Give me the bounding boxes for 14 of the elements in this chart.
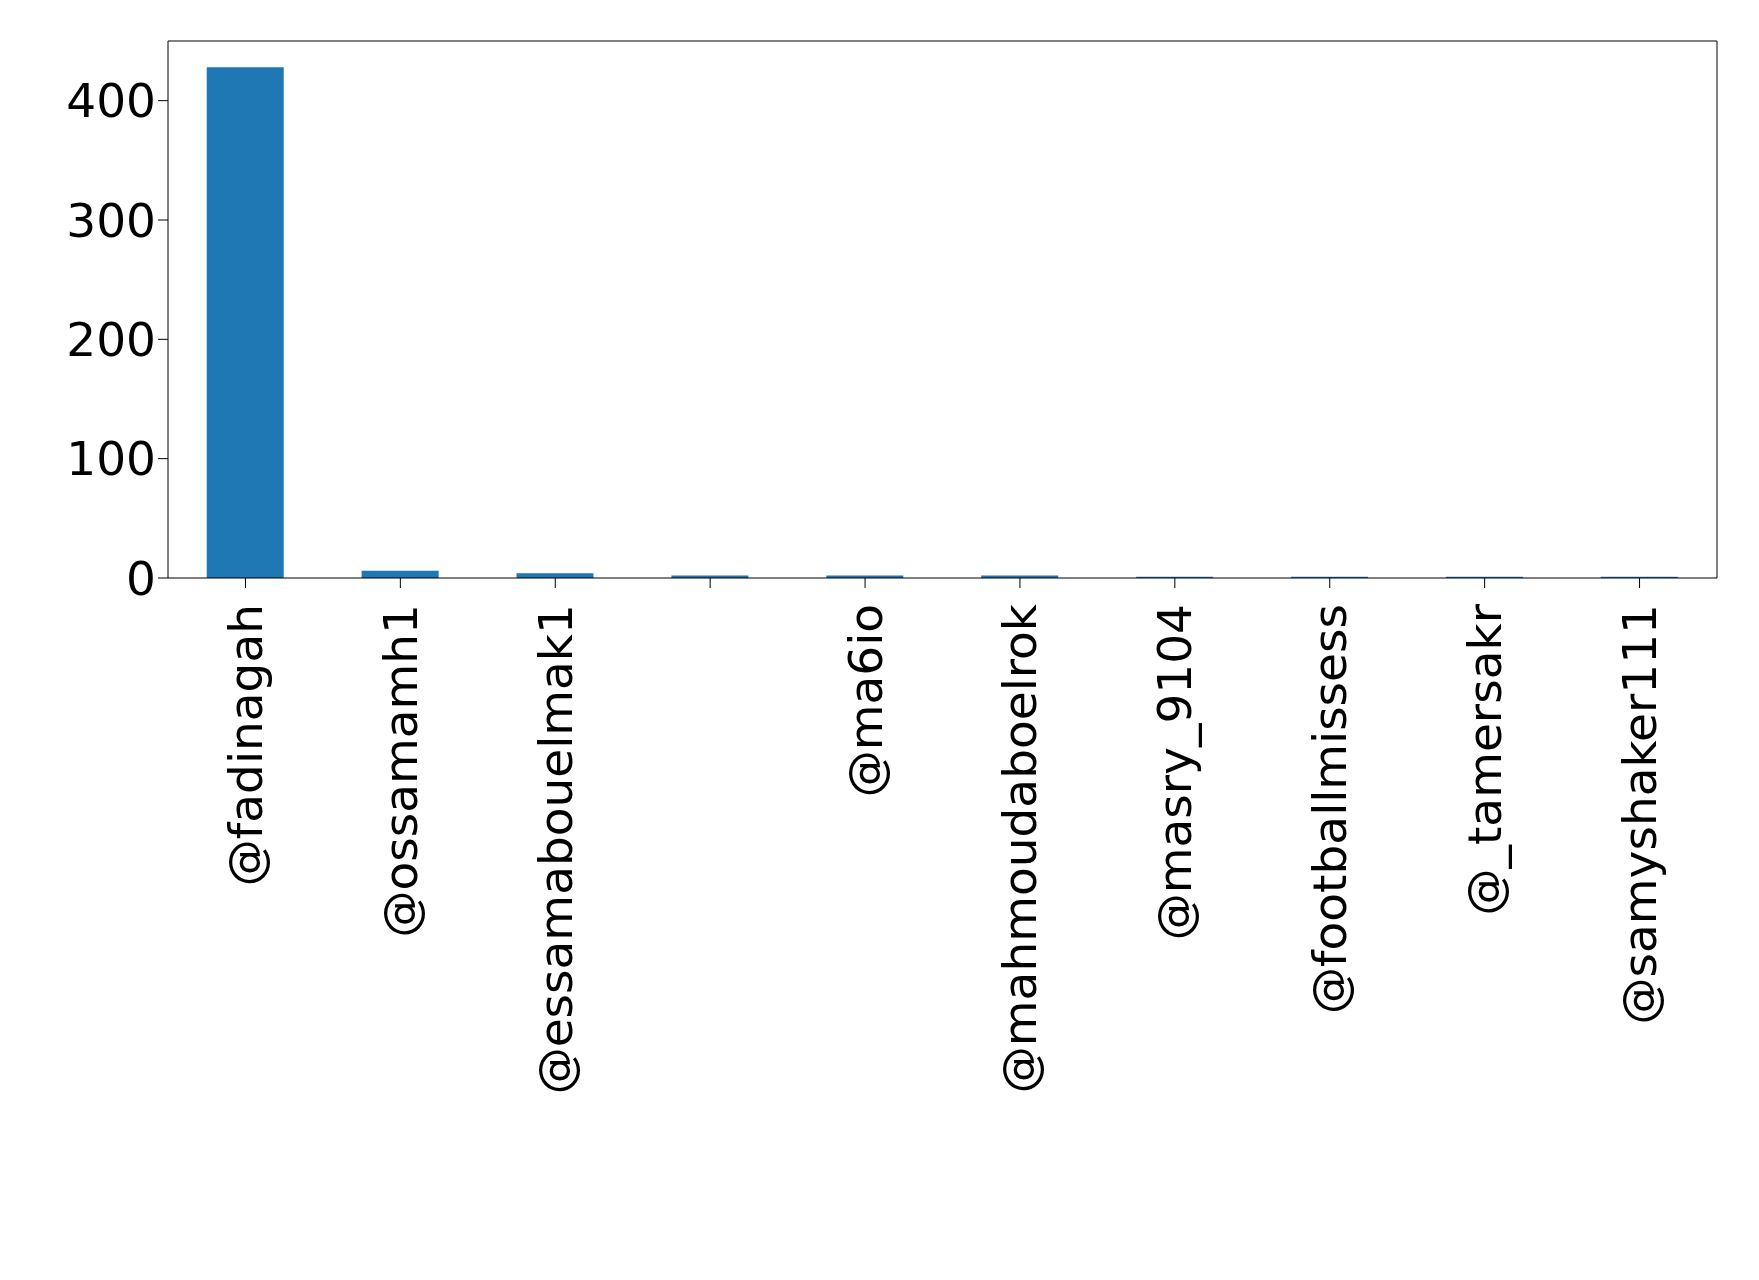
y-tick-label: 0: [126, 550, 156, 606]
x-tick-label: @ma6io: [837, 604, 893, 798]
x-tick-label: @ossamamh1: [372, 604, 428, 938]
x-tick-label: @footballmissess: [1302, 604, 1358, 1014]
x-tick-label: @mahmoudaboelrok: [992, 603, 1048, 1094]
x-tick-label: @masry_9104: [1147, 604, 1203, 941]
y-tick-label: 400: [66, 73, 156, 129]
y-tick-label: 100: [66, 431, 156, 487]
x-tick-label: @essamabouelmak1: [527, 604, 583, 1095]
y-tick-label: 300: [66, 192, 156, 248]
x-tick-label: @samyshaker111: [1612, 604, 1668, 1025]
x-tick-label: @fadinagah: [217, 604, 273, 887]
x-tick-label: @_tamersakr: [1457, 603, 1513, 916]
y-tick-label: 200: [66, 312, 156, 368]
